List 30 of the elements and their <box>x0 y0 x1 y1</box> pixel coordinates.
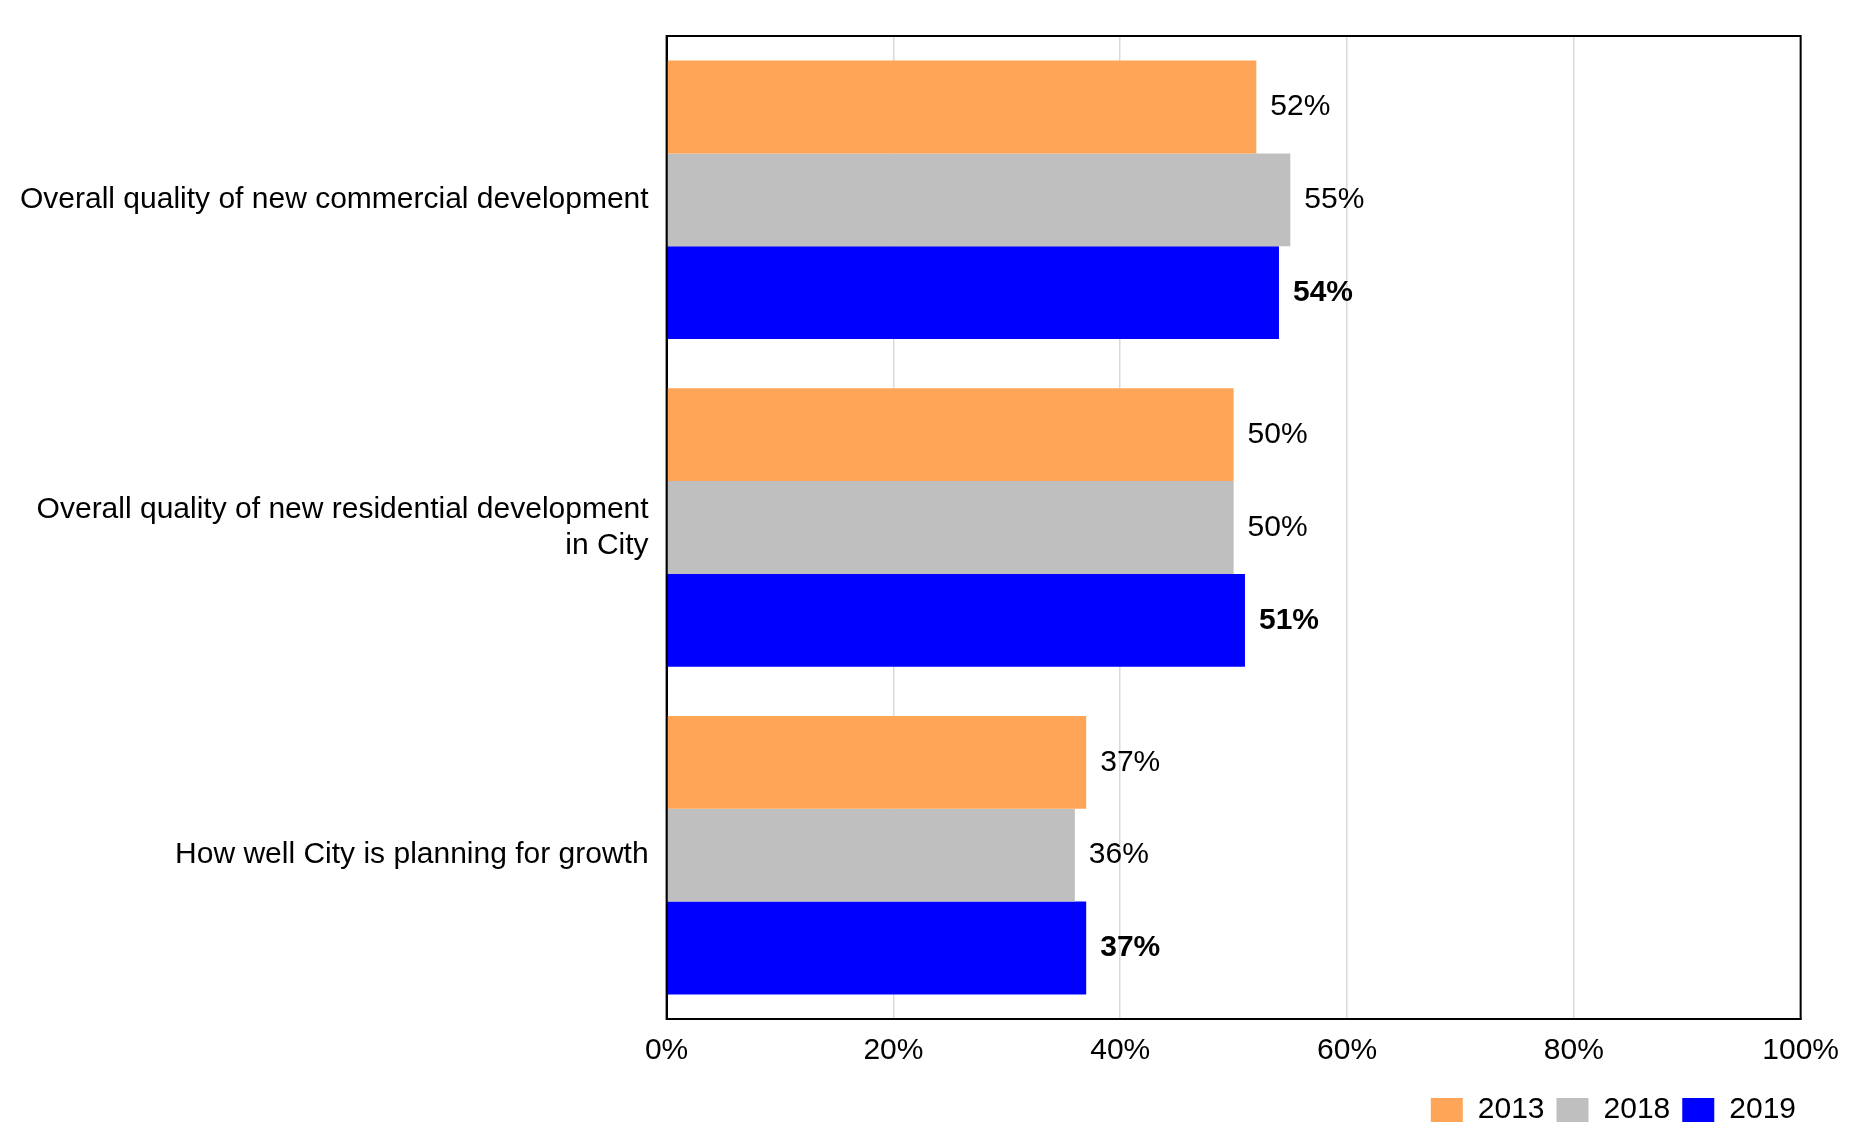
bar <box>667 246 1279 340</box>
data-label: 36% <box>1088 836 1149 870</box>
data-label: 51% <box>1258 601 1320 635</box>
data-label: 55% <box>1304 181 1365 215</box>
legend-label: 2013 <box>1477 1091 1545 1125</box>
x-tick-label: 40% <box>1090 1032 1151 1066</box>
y-tick-label: How well City is planning for growth <box>175 836 649 870</box>
data-label: 37% <box>1100 743 1161 777</box>
data-label: 50% <box>1247 415 1308 449</box>
x-tick-label: 80% <box>1543 1032 1604 1066</box>
bar <box>667 481 1234 574</box>
data-label: 54% <box>1292 273 1354 307</box>
x-tick-label: 60% <box>1317 1032 1378 1066</box>
bar <box>667 808 1075 902</box>
x-tick-label: 20% <box>863 1032 924 1066</box>
bar <box>667 901 1087 995</box>
data-label: 52% <box>1270 88 1331 122</box>
bar <box>667 573 1245 667</box>
y-tick-label: Overall quality of new residential development in City <box>36 490 650 560</box>
legend-label: 2019 <box>1729 1091 1797 1125</box>
bar <box>667 153 1291 247</box>
bar <box>667 388 1234 482</box>
bar <box>667 715 1087 809</box>
x-tick-label: 100% <box>1762 1032 1839 1066</box>
x-tick-label: 0% <box>644 1032 689 1066</box>
legend-label: 2018 <box>1603 1091 1671 1125</box>
bar <box>667 60 1257 154</box>
y-tick-label: Overall quality of new commercial development <box>20 181 650 215</box>
data-label: 37% <box>1100 929 1161 963</box>
data-label: 50% <box>1247 508 1308 542</box>
